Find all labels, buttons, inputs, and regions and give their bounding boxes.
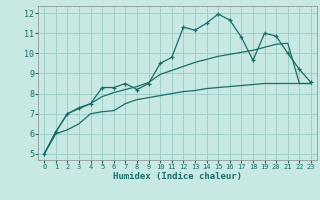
X-axis label: Humidex (Indice chaleur): Humidex (Indice chaleur) bbox=[113, 172, 242, 181]
